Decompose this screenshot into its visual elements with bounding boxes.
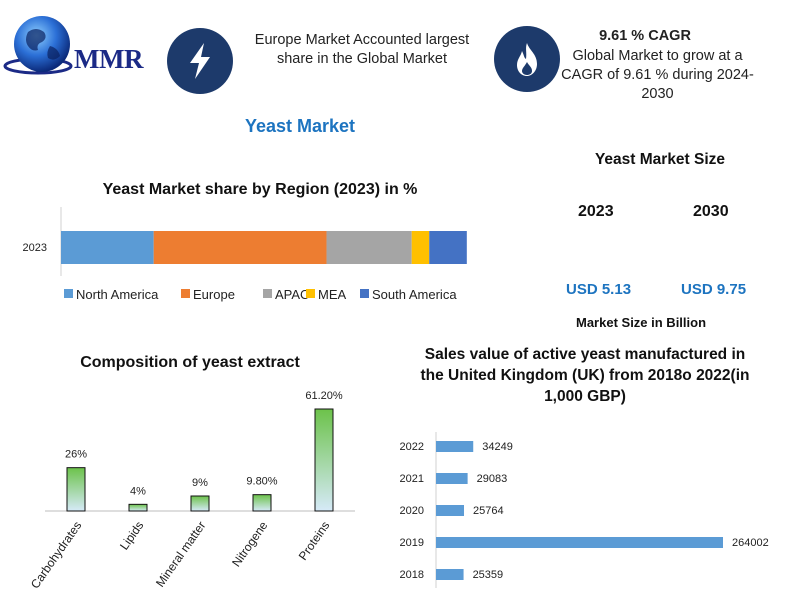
- data-label-1: 29083: [477, 473, 508, 485]
- bar-2: [190, 495, 210, 512]
- lightning-icon: [167, 28, 233, 94]
- europe-highlight-text: Europe Market Accounted largest share in…: [254, 32, 470, 67]
- logo-text: MMR: [74, 44, 143, 74]
- legend-swatch-0: [64, 289, 73, 298]
- mmr-logo: MMR: [3, 10, 154, 82]
- market-size-title: Yeast Market Size: [594, 151, 726, 168]
- x-tick-label-1: Lipids: [117, 519, 146, 553]
- data-label-4: 25359: [473, 569, 504, 581]
- data-label-2: 25764: [473, 505, 504, 517]
- bar-2: [436, 505, 465, 516]
- y-tick-label-3: 2019: [400, 537, 424, 549]
- yeast-extract-chart: 26% Carbohydrates 4% Lipids 9% Mineral matter…: [28, 390, 355, 591]
- x-tick-label-4: Proteins: [296, 519, 333, 563]
- market-size-year-2023: 2023: [578, 203, 614, 220]
- market-size-year-2030: 2030: [693, 203, 729, 220]
- legend-swatch-2: [263, 289, 272, 298]
- flame-icon: [494, 26, 560, 92]
- legend-label-4: South America: [372, 287, 457, 302]
- y-tick-label: 2023: [23, 242, 47, 254]
- region-share-chart: 2023 North America Europe APAC MEA South Amer…: [23, 207, 467, 302]
- bar-3: [252, 494, 272, 512]
- data-label-4: 61.20%: [305, 390, 343, 402]
- legend-swatch-1: [181, 289, 190, 298]
- y-tick-label-1: 2021: [400, 473, 424, 485]
- data-label-3: 9.80%: [246, 476, 277, 488]
- cagr-title: 9.61 % CAGR: [599, 28, 691, 44]
- legend-label-3: MEA: [318, 287, 347, 302]
- y-tick-label-2: 2020: [400, 505, 424, 517]
- bar-4: [314, 408, 334, 512]
- data-label-0: 34249: [482, 441, 513, 453]
- legend-swatch-3: [306, 289, 315, 298]
- page-title: Yeast Market: [244, 116, 356, 136]
- x-tick-label-3: Nitrogene: [229, 518, 270, 569]
- bar-segment-4: [429, 231, 467, 264]
- legend-label-1: Europe: [193, 287, 235, 302]
- market-size-unit: Market Size in Billion: [576, 315, 707, 330]
- bar-1: [128, 503, 148, 512]
- bar-segment-3: [411, 231, 430, 264]
- globe-icon: [3, 16, 73, 75]
- bar-segment-1: [153, 231, 327, 264]
- legend-label-2: APAC: [275, 287, 309, 302]
- bar-0: [436, 441, 474, 452]
- market-size-value-2023: USD 5.13: [566, 281, 632, 298]
- bar-segment-0: [61, 231, 154, 264]
- bar-1: [436, 473, 468, 484]
- data-label-3: 264002: [732, 537, 769, 549]
- y-tick-label-0: 2022: [400, 441, 424, 453]
- region-chart-title: Yeast Market share by Region (2023) in %: [102, 181, 418, 198]
- bar-0: [66, 467, 86, 512]
- uk-chart-title: Sales value of active yeast manufactured…: [420, 346, 750, 405]
- market-size-value-2030: USD 9.75: [681, 281, 747, 298]
- cagr-text: Global Market to grow at a CAGR of 9.61 …: [561, 48, 754, 102]
- legend-swatch-4: [360, 289, 369, 298]
- data-label-1: 4%: [130, 485, 146, 497]
- y-tick-label-4: 2018: [400, 569, 424, 581]
- bar-3: [436, 537, 723, 548]
- bar-segment-2: [326, 231, 412, 264]
- uk-sales-chart: 2022 34249 2021 29083 2020 25764 2019 264002 201…: [400, 432, 769, 588]
- bar-4: [436, 569, 464, 580]
- legend-label-0: North America: [76, 287, 159, 302]
- data-label-2: 9%: [192, 477, 208, 489]
- data-label-0: 26%: [65, 449, 87, 461]
- extract-chart-title: Composition of yeast extract: [80, 354, 300, 371]
- x-tick-label-0: Carbohydrates: [28, 519, 85, 592]
- x-tick-label-2: Mineral matter: [153, 519, 208, 590]
